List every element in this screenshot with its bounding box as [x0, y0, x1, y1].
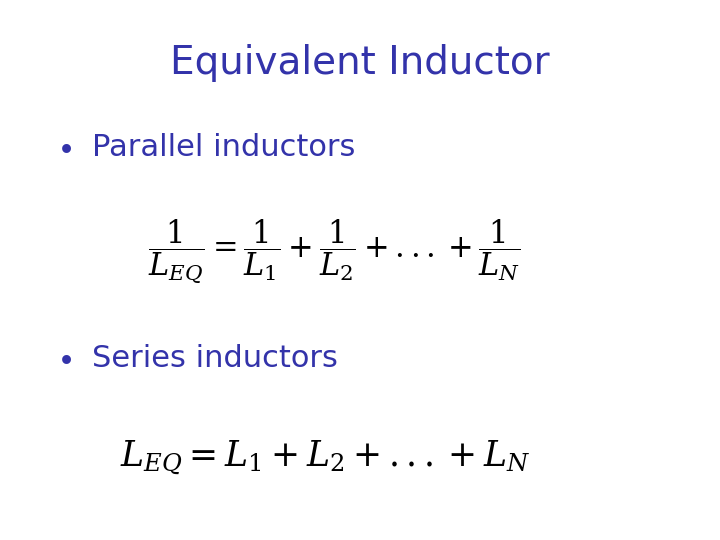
Text: $\dfrac{1}{L_{EQ}} = \dfrac{1}{L_1} + \dfrac{1}{L_2} + ... + \dfrac{1}{L_N}$: $\dfrac{1}{L_{EQ}} = \dfrac{1}{L_1} + \d…: [148, 218, 521, 286]
Text: Equivalent Inductor: Equivalent Inductor: [170, 44, 550, 82]
Text: $\bullet$: $\bullet$: [56, 133, 72, 162]
Text: Parallel inductors: Parallel inductors: [91, 133, 355, 162]
Text: $L_{EQ} = L_1 + L_2 + ... + L_N$: $L_{EQ} = L_1 + L_2 + ... + L_N$: [120, 438, 530, 476]
Text: Series inductors: Series inductors: [91, 343, 338, 373]
Text: $\bullet$: $\bullet$: [56, 343, 72, 373]
